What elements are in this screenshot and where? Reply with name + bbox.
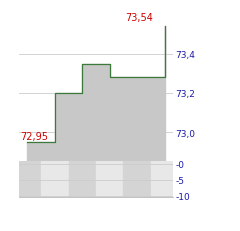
Bar [69,162,96,198]
Bar [41,162,69,198]
Bar [123,162,151,198]
Text: 72,95: 72,95 [20,131,48,141]
Text: 73,54: 73,54 [125,12,153,22]
Bar [14,162,41,198]
Bar [96,162,123,198]
Bar [151,162,178,198]
